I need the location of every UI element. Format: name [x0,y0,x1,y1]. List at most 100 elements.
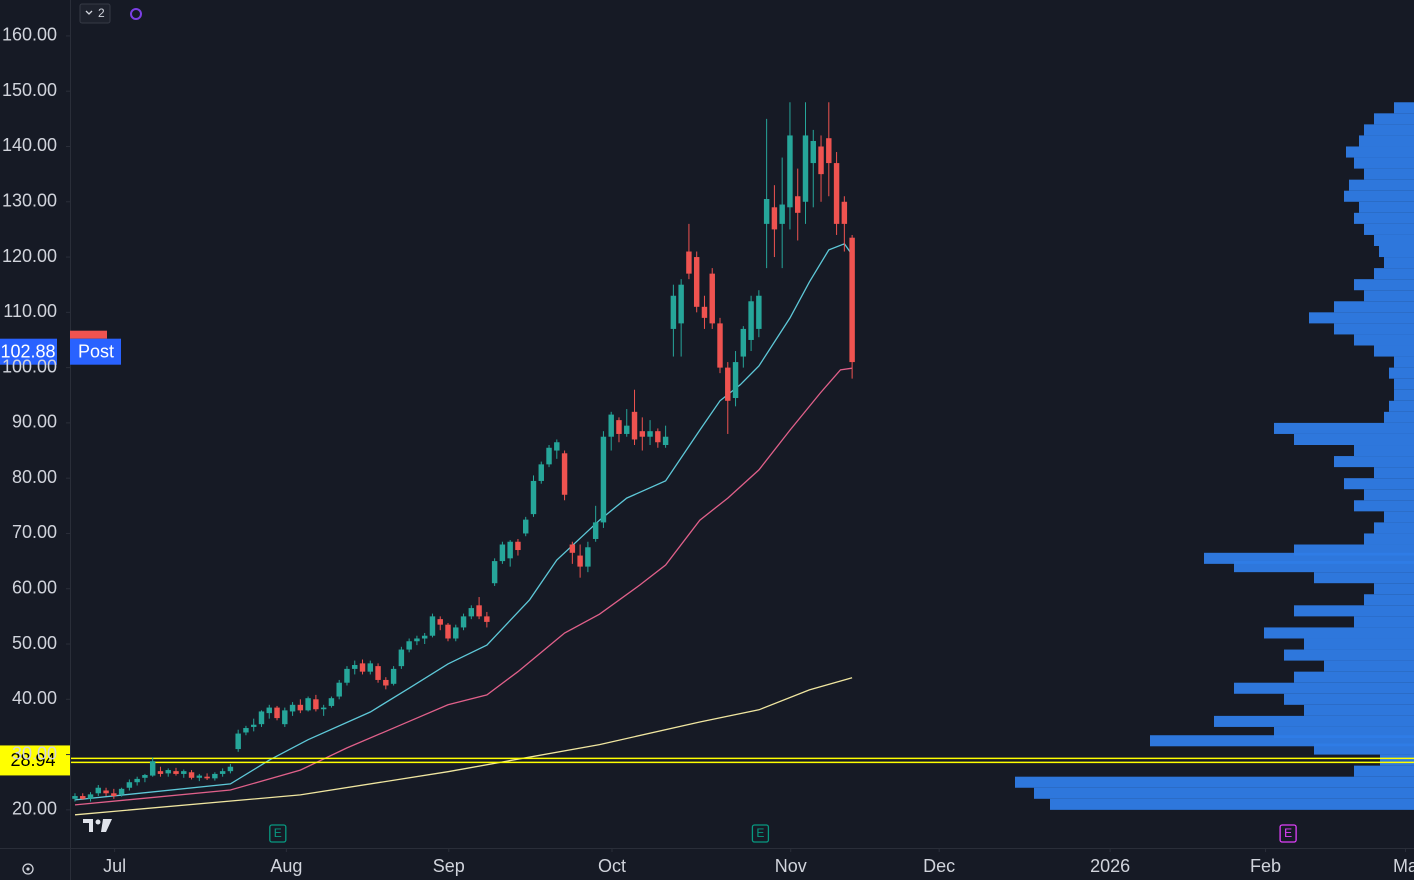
volume-profile-bar [1394,389,1414,401]
candle-body [787,135,793,208]
settings-icon[interactable] [22,863,34,875]
volume-profile-bar [1304,638,1414,650]
volume-profile-bar [1234,561,1414,573]
candle-body [165,770,171,774]
candle-body [631,411,638,440]
y-tick-label: 140.00 [2,135,57,155]
candle-body [639,431,646,437]
candle-body [826,138,832,164]
candle-body [468,608,475,617]
candle-body [181,771,187,774]
volume-profile-bar [1346,146,1414,158]
candle-body [701,306,708,318]
candle-body [118,788,125,795]
candle-body [795,196,801,213]
candle-body [87,794,94,799]
volume-profile-bar [1015,776,1414,788]
candle-body [841,201,848,224]
indicator-badge[interactable] [79,3,111,24]
candle-body [188,772,195,778]
candle-body [212,773,218,779]
volume-profile-bar [1354,500,1414,512]
candle-body [818,146,824,175]
candle-body [507,541,513,559]
volume-profile-bar [1294,433,1414,446]
volume-profile-bar [1384,411,1414,423]
volume-profile-bar [1344,190,1414,202]
candle-body [686,251,692,274]
y-tick-label: 110.00 [3,301,57,321]
volume-profile-bar [1234,682,1414,694]
session-label: Post [78,341,114,361]
candle-body [693,257,700,307]
candle-body [515,541,521,551]
volume-profile-bar [1344,478,1414,490]
plot-area [71,102,1414,816]
volume-profile-bar [1394,102,1414,114]
candle-body [491,561,498,584]
volume-profile-bar [1324,660,1414,672]
candle-body [756,295,762,329]
volume-profile-bar [1284,693,1414,705]
x-tick-label: Jul [103,856,126,876]
event-label: E [1284,826,1292,840]
candle-body [406,641,412,650]
volume-profile-bar [1364,533,1414,545]
price-line-label: 28.94 [10,750,55,770]
candle-body [305,698,311,711]
volume-profile-bar [1294,671,1414,683]
volume-profile-bar [1364,168,1414,180]
x-tick-label: Sep [433,856,465,876]
y-tick-label: 150.00 [2,80,57,100]
candle-body [297,704,304,711]
candle-body [266,707,272,714]
candle-body [476,605,482,617]
candle-body [421,635,428,639]
candle-body [336,682,342,697]
candle-body [717,323,723,368]
volume-profile-bar [1374,467,1414,479]
candle-body [149,761,156,776]
candle-body [398,649,405,667]
volume-profile-bar [1304,704,1414,716]
candle-body [585,547,591,567]
candle-body [779,204,785,224]
candle-body [802,135,809,202]
candle-body [732,362,739,399]
x-tick-label: Feb [1250,856,1281,876]
candle-body [437,619,443,625]
volume-profile-bar [1214,715,1414,727]
candle-body [569,544,576,553]
overlay: 2 E E E 28.94 102.88 Post [0,3,1297,875]
volume-profile-bar [1034,787,1414,799]
candle-body [258,711,265,725]
event-label: E [756,826,764,840]
volume-profile-bar [1314,572,1414,584]
volume-profile-bar [1374,345,1414,357]
candle-body [740,328,747,357]
volume-profile-bar [1394,378,1414,390]
volume-profile-bar [1354,445,1414,457]
candle-body [313,699,319,710]
x-tick-label: 2026 [1090,856,1130,876]
candle-body [771,207,778,230]
candle-body [80,796,86,799]
chevron-icon [85,10,93,15]
candle-body [530,480,537,515]
sync-icon[interactable] [130,8,142,20]
candle-body [849,237,855,363]
candle-body [460,616,467,628]
candle-body [95,787,102,794]
y-tick-label: 60.00 [12,577,57,597]
candle-body [157,771,164,774]
y-tick-label: 50.00 [12,633,57,653]
candle-body [763,199,770,224]
volume-profile-bar [1284,649,1414,661]
candle-body [429,616,436,636]
volume-profile-bar [1394,356,1414,368]
candle-body [72,796,78,799]
volume-profile-bar [1364,290,1414,302]
candle-body [196,775,203,778]
volume-profile-bar [1354,212,1414,224]
volume-profile-bar [1374,522,1414,534]
